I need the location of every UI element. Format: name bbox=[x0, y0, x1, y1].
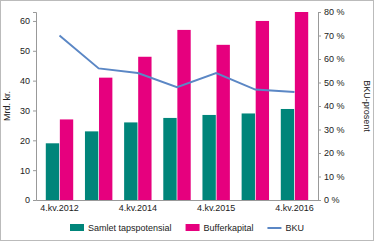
tick: 60 bbox=[20, 16, 36, 26]
bar bbox=[281, 109, 294, 200]
tick: 10 bbox=[20, 166, 36, 176]
x-axis: 4.kv.2012 4.kv.2014 4.kv.2015 4.kv.2016 bbox=[37, 201, 319, 214]
tick-label: 80 % bbox=[324, 7, 345, 17]
y-axis: 0 10 20 30 40 50 60 bbox=[20, 13, 37, 206]
y2-axis: 0 % 10 % 20 % 30 % 40 % 50 % 60 % 70 % 80 % bbox=[318, 7, 345, 205]
tick-mark bbox=[318, 130, 321, 131]
tick: 4.kv.2014 bbox=[119, 203, 157, 213]
y2-axis-title: BKU-prosent bbox=[362, 80, 372, 132]
legend: Samlet tapspotensial Bufferkapital BKU bbox=[70, 223, 304, 233]
tick: 10 % bbox=[318, 172, 345, 182]
tick-mark bbox=[318, 59, 321, 60]
legend-item: Samlet tapspotensial bbox=[70, 223, 172, 233]
tick: 40 % bbox=[318, 101, 345, 111]
tick-mark bbox=[33, 140, 36, 141]
bar bbox=[177, 30, 190, 200]
legend-swatch bbox=[186, 224, 200, 231]
tick: 30 bbox=[20, 106, 36, 116]
tick-label: 40 bbox=[20, 76, 30, 86]
tick: 0 bbox=[25, 195, 36, 205]
legend-item: BKU bbox=[267, 223, 304, 233]
bar bbox=[202, 115, 215, 200]
tick: 30 % bbox=[318, 125, 345, 135]
plot: 0 10 20 30 40 50 60 0 % 10 % 20 % 30 % 40 % 50 % 60 %… bbox=[20, 7, 345, 213]
tick-mark bbox=[33, 21, 36, 22]
tick-label: 60 % bbox=[324, 54, 345, 64]
tick: 50 % bbox=[318, 78, 345, 88]
tick-mark bbox=[318, 106, 321, 107]
tick-label: 20 % bbox=[324, 148, 345, 158]
tick: 50 bbox=[20, 46, 36, 56]
tick-label: 4.kv.2014 bbox=[119, 203, 157, 213]
bar bbox=[217, 45, 230, 200]
tick-label: 4.kv.2012 bbox=[40, 203, 78, 213]
tick-label: 0 bbox=[25, 195, 30, 205]
marks bbox=[46, 12, 308, 200]
tick-mark bbox=[33, 170, 36, 171]
tick: 4.kv.2016 bbox=[275, 203, 313, 213]
bar bbox=[85, 131, 98, 200]
legend-label: BKU bbox=[285, 223, 304, 233]
tick-label: 30 bbox=[20, 106, 30, 116]
tick: 0 % bbox=[318, 195, 340, 205]
legend-swatch bbox=[267, 227, 281, 229]
tick-label: 0 % bbox=[324, 195, 340, 205]
tick-label: 4.kv.2016 bbox=[275, 203, 313, 213]
bar bbox=[256, 21, 269, 200]
tick: 70 % bbox=[318, 31, 345, 41]
legend-swatch bbox=[70, 224, 84, 231]
tick: 60 % bbox=[318, 54, 345, 64]
tick-label: 30 % bbox=[324, 125, 345, 135]
bar bbox=[60, 119, 73, 200]
frame bbox=[1, 1, 374, 241]
axis-line bbox=[33, 13, 37, 201]
legend-label: Bufferkapital bbox=[204, 223, 254, 233]
tick-label: 20 bbox=[20, 136, 30, 146]
tick-label: 4.kv.2015 bbox=[197, 203, 235, 213]
tick-label: 50 bbox=[20, 46, 30, 56]
legend-label: Samlet tapspotensial bbox=[88, 223, 172, 233]
y-axis-title: Mrd. kr. bbox=[2, 91, 12, 121]
tick-mark bbox=[318, 12, 321, 13]
tick: 40 bbox=[20, 76, 36, 86]
axis-line bbox=[37, 200, 319, 201]
bar bbox=[46, 143, 59, 200]
tick-mark bbox=[318, 153, 321, 154]
tick-mark bbox=[318, 177, 321, 178]
axis-line bbox=[319, 13, 322, 201]
bar bbox=[124, 122, 137, 200]
tick: 20 % bbox=[318, 148, 345, 158]
tick-mark bbox=[33, 51, 36, 52]
tick: 4.kv.2015 bbox=[197, 203, 235, 213]
tick-label: 40 % bbox=[324, 101, 345, 111]
tick-label: 60 bbox=[20, 16, 30, 26]
tick-label: 10 % bbox=[324, 172, 345, 182]
tick-label: 70 % bbox=[324, 31, 345, 41]
bar-series bbox=[60, 12, 308, 200]
chart: 0 10 20 30 40 50 60 0 % 10 % 20 % 30 % 40 % 50 % 60 %… bbox=[0, 0, 374, 241]
line bbox=[60, 36, 295, 92]
bar bbox=[295, 12, 308, 200]
bar bbox=[163, 118, 176, 200]
tick: 80 % bbox=[318, 7, 345, 17]
tick-mark bbox=[33, 200, 36, 201]
tick-mark bbox=[33, 110, 36, 111]
legend-item: Bufferkapital bbox=[186, 223, 254, 233]
tick-label: 50 % bbox=[324, 78, 345, 88]
tick-label: 10 bbox=[20, 166, 30, 176]
bar bbox=[242, 113, 255, 200]
tick-mark bbox=[318, 83, 321, 84]
tick: 4.kv.2012 bbox=[40, 203, 78, 213]
tick: 20 bbox=[20, 136, 36, 146]
bar bbox=[99, 78, 112, 200]
tick-mark bbox=[318, 36, 321, 37]
tick-mark bbox=[33, 81, 36, 82]
